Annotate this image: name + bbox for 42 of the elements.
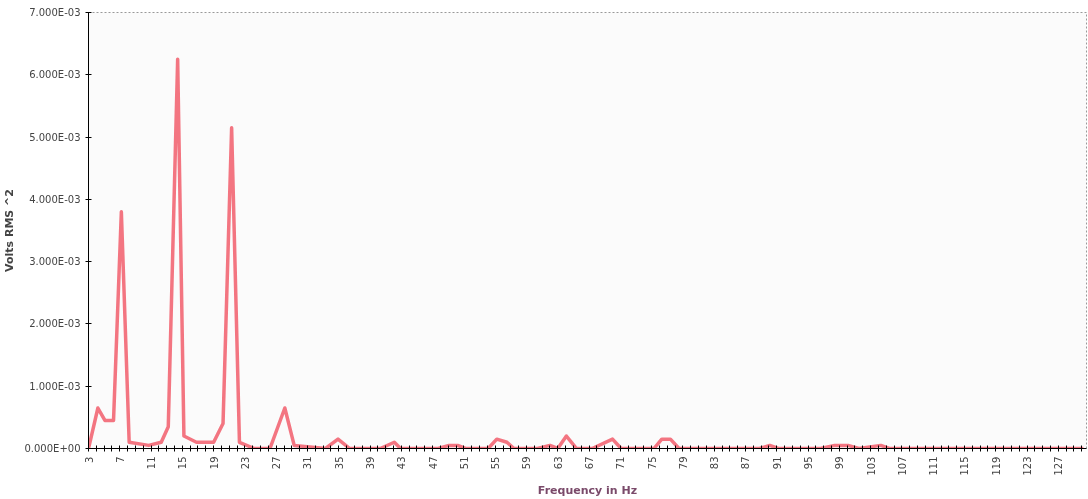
x-tick-label: 103 xyxy=(865,456,877,476)
y-tick-label: 5.000E-03 xyxy=(29,131,81,143)
x-tick-label: 107 xyxy=(896,456,908,476)
x-tick-label: 7 xyxy=(114,456,126,463)
x-tick-label: 115 xyxy=(959,456,971,476)
x-tick-label: 35 xyxy=(333,456,345,470)
x-tick-label: 95 xyxy=(803,456,815,470)
x-tick-label: 43 xyxy=(396,456,408,470)
y-tick-label: 0.000E+00 xyxy=(24,443,81,454)
x-tick-label: 55 xyxy=(490,456,502,470)
x-tick-label: 3 xyxy=(83,456,95,463)
y-axis-title: Volts RMS ^2 xyxy=(3,189,17,272)
x-tick-label: 67 xyxy=(584,456,596,470)
x-tick-label: 51 xyxy=(458,456,470,470)
x-tick-label: 111 xyxy=(928,456,940,476)
x-tick-label: 71 xyxy=(615,456,627,470)
x-tick-label: 87 xyxy=(740,456,752,470)
x-tick-label: 83 xyxy=(709,456,721,470)
x-tick-label: 91 xyxy=(771,456,783,470)
x-tick-label: 75 xyxy=(646,456,658,470)
x-tick-label: 59 xyxy=(521,456,533,470)
x-tick-label: 47 xyxy=(427,456,439,470)
x-axis-title: Frequency in Hz xyxy=(537,483,638,497)
y-tick-label: 1.000E-03 xyxy=(29,380,81,392)
x-tick-label: 23 xyxy=(239,456,251,470)
x-tick-label: 99 xyxy=(834,456,846,470)
x-tick-label: 11 xyxy=(146,456,158,470)
x-tick-label: 15 xyxy=(177,456,189,470)
y-tick-label: 7.000E-03 xyxy=(29,7,81,18)
x-tick-label: 119 xyxy=(990,456,1002,476)
x-tick-label: 63 xyxy=(552,456,564,470)
x-tick-label: 19 xyxy=(208,456,220,470)
x-tick-label: 27 xyxy=(271,456,283,470)
y-tick-label: 2.000E-03 xyxy=(29,318,81,330)
x-tick-label: 31 xyxy=(302,456,314,470)
x-tick-label: 39 xyxy=(365,456,377,470)
y-tick-label: 6.000E-03 xyxy=(29,69,81,81)
y-tick-label: 3.000E-03 xyxy=(29,256,81,268)
x-tick-label: 127 xyxy=(1053,456,1065,476)
x-tick-label: 123 xyxy=(1022,456,1034,476)
x-tick-label: 79 xyxy=(677,456,689,470)
y-tick-label: 4.000E-03 xyxy=(29,193,81,205)
